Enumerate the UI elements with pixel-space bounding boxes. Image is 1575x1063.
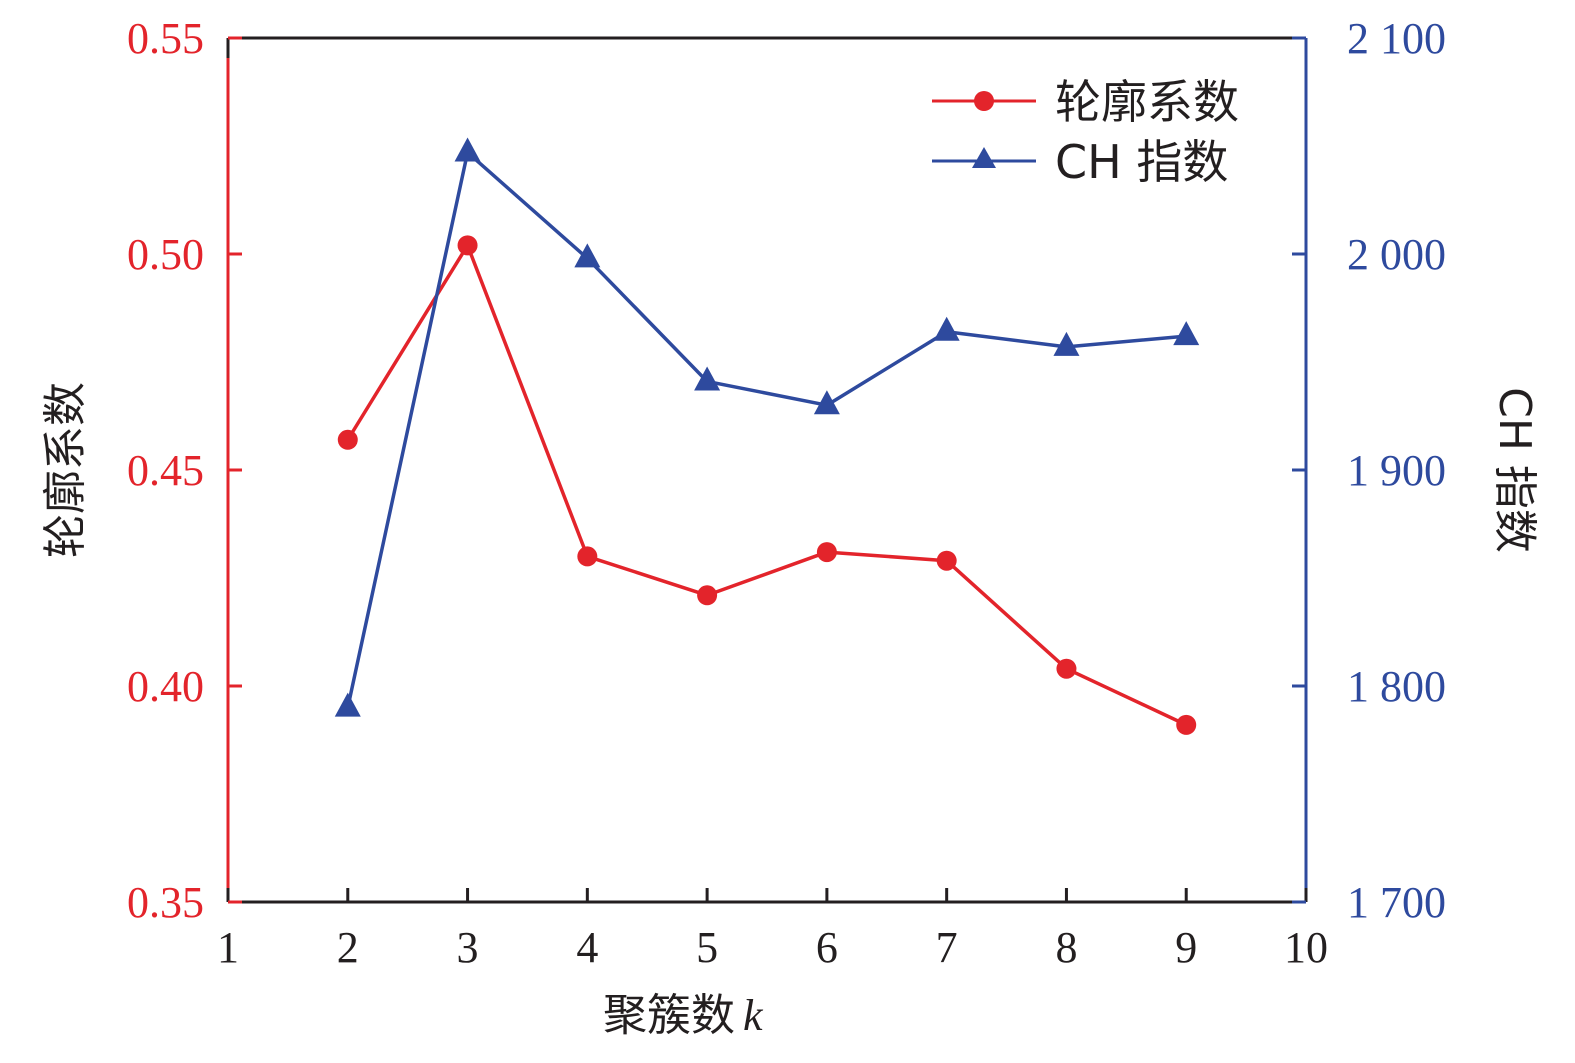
y-tick-right-label: 1 800 — [1347, 662, 1446, 711]
data-point-ch — [1053, 331, 1080, 356]
x-tick-label: 8 — [1055, 923, 1077, 972]
y-tick-right-label: 1 900 — [1347, 446, 1446, 495]
data-point-ch — [574, 243, 601, 268]
x-tick-label: 9 — [1175, 923, 1197, 972]
data-point-ch — [694, 366, 721, 391]
y-axis-right-title: CH 指数 — [1489, 387, 1540, 553]
series-line-ch — [346, 150, 1187, 708]
x-tick-label: 5 — [696, 923, 718, 972]
data-point-silhouette — [337, 429, 358, 450]
y-tick-left-label: 0.55 — [127, 14, 204, 63]
series-line-silhouette — [346, 243, 1187, 727]
legend: 轮廓系数 CH 指数 — [932, 75, 1239, 189]
legend-label-ch: CH 指数 — [1055, 135, 1228, 189]
x-axis-variable: k — [743, 991, 764, 1040]
y-axis-left-title: 轮廓系数 — [40, 382, 91, 558]
x-tick-label: 7 — [936, 923, 958, 972]
data-point-silhouette — [457, 235, 478, 256]
x-tick-label: 4 — [576, 923, 598, 972]
x-tick-label: 6 — [816, 923, 838, 972]
data-point-silhouette — [1056, 658, 1077, 679]
data-point-ch — [1173, 321, 1200, 346]
data-point-ch — [454, 137, 481, 162]
x-tick-label: 1 — [217, 923, 239, 972]
legend-marker-circle — [974, 91, 994, 111]
data-point-silhouette — [577, 546, 598, 567]
y-tick-left-label: 0.40 — [127, 662, 204, 711]
x-tick-label: 10 — [1284, 923, 1328, 972]
data-point-ch — [813, 390, 840, 415]
x-tick-label: 2 — [337, 923, 359, 972]
data-point-silhouette — [816, 542, 837, 563]
y-tick-left-label: 0.50 — [127, 230, 204, 279]
y-tick-right-label: 2 100 — [1347, 14, 1446, 63]
data-point-silhouette — [936, 550, 957, 571]
y-tick-left-label: 0.35 — [127, 878, 204, 927]
legend-label-silhouette: 轮廓系数 — [1055, 75, 1239, 129]
legend-marker-triangle — [972, 147, 996, 168]
data-point-silhouette — [697, 585, 718, 606]
x-axis-title: 聚簇数 — [603, 990, 735, 1041]
data-point-ch — [334, 692, 361, 717]
data-point-silhouette — [1176, 714, 1197, 735]
y-tick-left-label: 0.45 — [127, 446, 204, 495]
y-tick-right-label: 2 000 — [1347, 230, 1446, 279]
x-tick-label: 3 — [457, 923, 479, 972]
data-point-ch — [933, 316, 960, 341]
y-tick-right-label: 1 700 — [1347, 878, 1446, 927]
